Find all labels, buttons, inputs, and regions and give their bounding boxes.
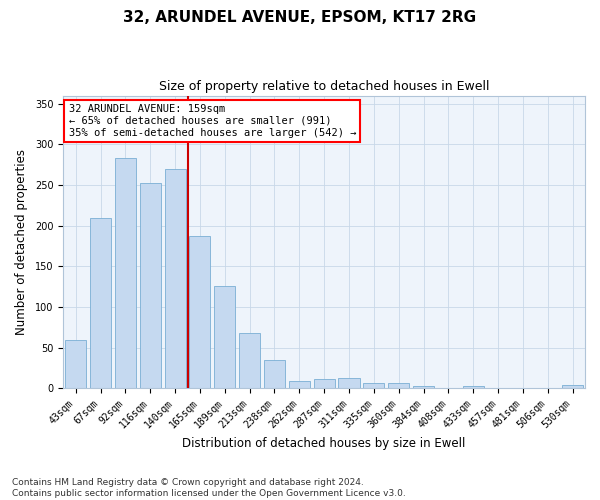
Bar — [239, 333, 260, 388]
Bar — [214, 286, 235, 388]
Text: 32 ARUNDEL AVENUE: 159sqm
← 65% of detached houses are smaller (991)
35% of semi: 32 ARUNDEL AVENUE: 159sqm ← 65% of detac… — [68, 104, 356, 138]
Bar — [314, 378, 335, 388]
Bar — [164, 169, 185, 388]
Bar — [363, 382, 385, 388]
Bar — [413, 386, 434, 388]
Bar — [115, 158, 136, 388]
Bar — [289, 381, 310, 388]
Bar — [190, 236, 211, 388]
Y-axis label: Number of detached properties: Number of detached properties — [15, 149, 28, 335]
Bar — [90, 218, 111, 388]
Bar — [388, 384, 409, 388]
X-axis label: Distribution of detached houses by size in Ewell: Distribution of detached houses by size … — [182, 437, 466, 450]
Bar — [140, 182, 161, 388]
Bar — [65, 340, 86, 388]
Title: Size of property relative to detached houses in Ewell: Size of property relative to detached ho… — [159, 80, 490, 93]
Text: 32, ARUNDEL AVENUE, EPSOM, KT17 2RG: 32, ARUNDEL AVENUE, EPSOM, KT17 2RG — [124, 10, 476, 25]
Bar — [562, 385, 583, 388]
Bar — [338, 378, 359, 388]
Bar — [264, 360, 285, 388]
Bar — [463, 386, 484, 388]
Text: Contains HM Land Registry data © Crown copyright and database right 2024.
Contai: Contains HM Land Registry data © Crown c… — [12, 478, 406, 498]
